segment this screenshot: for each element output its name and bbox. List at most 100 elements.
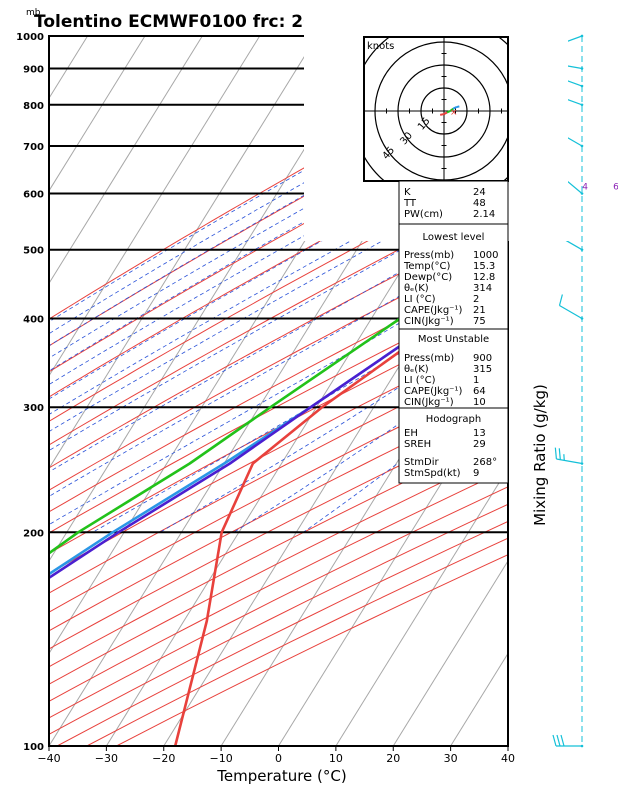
lowest-level-header: Lowest level bbox=[423, 232, 485, 243]
index-label: Dewp(°C) bbox=[404, 272, 452, 283]
pressure-tick-label: 400 bbox=[23, 315, 44, 326]
hodograph-trace bbox=[449, 107, 454, 112]
index-label: K bbox=[404, 187, 411, 198]
index-value: 15.3 bbox=[473, 261, 495, 272]
barb-shaft bbox=[559, 304, 583, 320]
mixing-ratio-label: 6 bbox=[613, 183, 618, 193]
mixing-ratio-line bbox=[585, 36, 618, 194]
barb-flag bbox=[552, 734, 557, 747]
dry-adiabat bbox=[49, 309, 508, 555]
barb-dot bbox=[580, 144, 584, 148]
index-label: Temp(°C) bbox=[403, 261, 451, 272]
wind-barb bbox=[554, 447, 584, 465]
index-label: θₑ(K) bbox=[404, 364, 429, 375]
parcel_surface-line bbox=[49, 267, 508, 576]
pressure-tick-label: 600 bbox=[23, 190, 44, 201]
index-label: TT bbox=[403, 198, 417, 209]
index-value: 315 bbox=[473, 364, 492, 375]
x-tick-label: 20 bbox=[386, 752, 400, 765]
hodo-mask bbox=[304, 0, 568, 37]
isotherm bbox=[163, 189, 508, 746]
isotherm bbox=[335, 467, 508, 746]
mixing-ratio-line bbox=[564, 36, 618, 194]
dry-adiabat bbox=[49, 372, 508, 613]
axes: −40 −30 −20 −10 0 10 20 30 40 100 200 300 400 500 600 7… bbox=[16, 32, 515, 765]
temperature-line bbox=[173, 271, 508, 746]
barb-dot bbox=[580, 248, 584, 251]
index-label: CIN(Jkg⁻¹) bbox=[404, 397, 454, 408]
index-label: StmDir bbox=[404, 457, 439, 468]
index-label: Press(mb) bbox=[404, 250, 454, 261]
index-value: 1 bbox=[473, 375, 479, 386]
index-label: EH bbox=[404, 428, 418, 439]
index-label: CAPE(Jkg⁻¹) bbox=[404, 386, 462, 397]
most-unstable-header: Most Unstable bbox=[418, 334, 489, 345]
dry-adiabat bbox=[49, 264, 508, 513]
index-value: 2 bbox=[473, 294, 479, 305]
barb-dot bbox=[580, 103, 584, 107]
barb-flag bbox=[558, 448, 561, 460]
x-tick-label: 30 bbox=[444, 752, 458, 765]
isotherm bbox=[49, 36, 318, 470]
barb-dot bbox=[580, 317, 584, 320]
barb-shaft bbox=[556, 458, 583, 465]
index-value: 12.8 bbox=[473, 272, 495, 283]
barb-dot bbox=[580, 462, 584, 465]
pressure-tick-label: 100 bbox=[23, 742, 44, 753]
x-tick-label: −10 bbox=[210, 752, 233, 765]
index-value: 64 bbox=[473, 386, 486, 397]
index-value: 1000 bbox=[473, 250, 498, 261]
pressure-tick-label: 300 bbox=[23, 403, 44, 414]
dewpoint-line bbox=[49, 246, 508, 555]
barb-dot bbox=[580, 67, 584, 70]
index-label: θₑ(K) bbox=[404, 283, 429, 294]
pressure-tick-label: 200 bbox=[23, 528, 44, 539]
moist-adiabat bbox=[49, 169, 508, 433]
hodograph-unit-label: knots bbox=[367, 41, 394, 52]
hodograph-indices-header: Hodograph bbox=[426, 414, 481, 425]
isotherm bbox=[49, 36, 261, 377]
x-tick-label: −40 bbox=[37, 752, 60, 765]
index-value: 75 bbox=[473, 316, 486, 327]
index-value: 24 bbox=[473, 187, 486, 198]
hodograph-trace bbox=[443, 111, 448, 115]
index-value: 900 bbox=[473, 353, 492, 364]
index-value: 29 bbox=[473, 439, 486, 450]
pressure-tick-label: 500 bbox=[23, 246, 44, 257]
isotherm bbox=[49, 36, 146, 192]
wind-barb bbox=[552, 734, 584, 748]
barb-flag bbox=[554, 447, 557, 460]
barb-dot bbox=[580, 84, 584, 88]
moist-adiabat bbox=[49, 208, 508, 473]
barb-flag bbox=[556, 734, 561, 747]
pressure-tick-label: 1000 bbox=[16, 32, 44, 43]
barb-dot bbox=[580, 744, 584, 748]
index-value: 268° bbox=[473, 457, 497, 468]
x-tick-label: −20 bbox=[152, 752, 175, 765]
barb-dot bbox=[580, 192, 584, 195]
moist-adiabat bbox=[49, 188, 508, 452]
index-label: Press(mb) bbox=[404, 353, 454, 364]
index-label: CAPE(Jkg⁻¹) bbox=[404, 305, 462, 316]
index-label: SREH bbox=[404, 439, 431, 450]
index-value: 21 bbox=[473, 305, 486, 316]
hodo-mask bbox=[304, 35, 364, 183]
pressure-tick-label: 700 bbox=[23, 142, 44, 153]
index-value: 2.14 bbox=[473, 209, 495, 220]
hodograph-trace bbox=[439, 113, 445, 116]
barb-half-flag bbox=[563, 454, 565, 461]
x-tick-label: 10 bbox=[329, 752, 343, 765]
dry-adiabat bbox=[49, 241, 508, 491]
indices-panel: K 24 TT 48 PW(cm) 2.14 Lowest level Press(mb) 10… bbox=[398, 180, 509, 484]
index-label: LI (°C) bbox=[404, 375, 436, 386]
dry-adiabat bbox=[49, 392, 508, 632]
index-label: LI (°C) bbox=[404, 294, 436, 305]
index-value: 48 bbox=[473, 198, 486, 209]
barb-flag bbox=[558, 294, 563, 306]
index-label: CIN(Jkg⁻¹) bbox=[404, 316, 454, 327]
isotherm bbox=[392, 559, 508, 746]
pressure-unit-label: mb bbox=[26, 8, 41, 18]
hodograph-trace bbox=[456, 105, 460, 109]
